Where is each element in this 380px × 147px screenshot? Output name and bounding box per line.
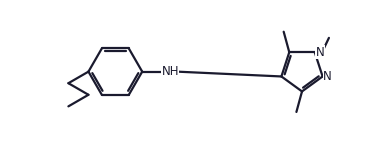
Text: NH: NH (162, 65, 179, 78)
Text: N: N (315, 46, 324, 59)
Text: N: N (323, 70, 332, 83)
